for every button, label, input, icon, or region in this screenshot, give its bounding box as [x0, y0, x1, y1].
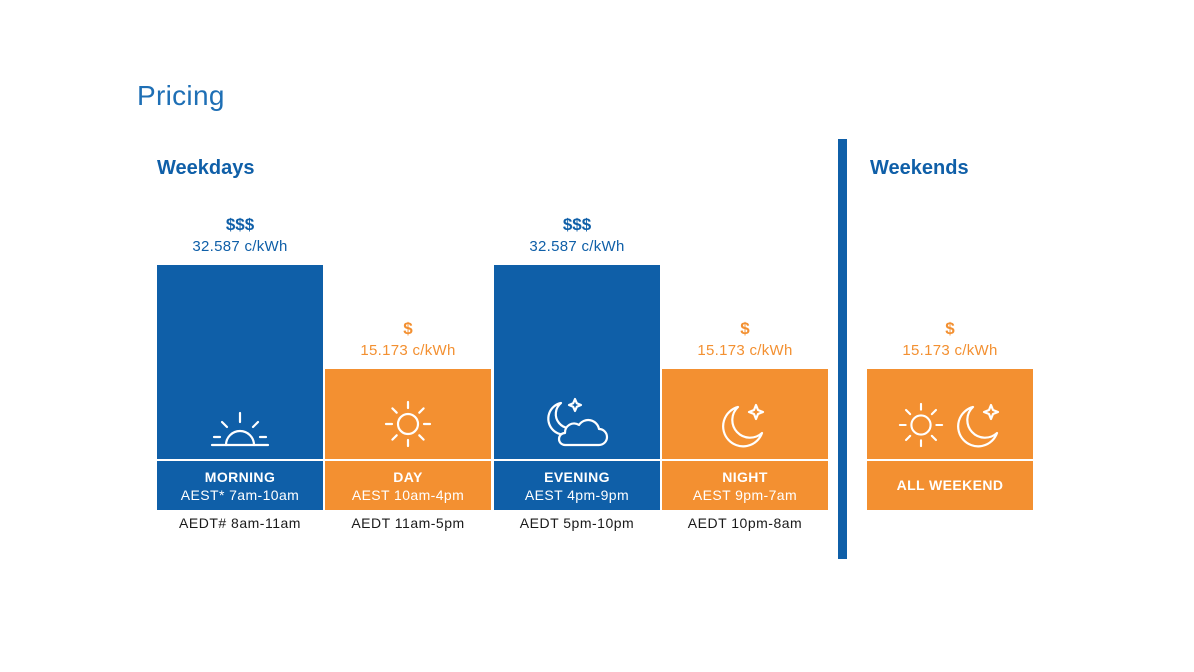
data-label: 32.587 c/kWh: [529, 238, 625, 255]
period-time: AEST 10am-4pm: [351, 487, 465, 503]
bar-evening: [494, 265, 660, 459]
data-label: 15.173 c/kWh: [697, 342, 793, 359]
page-title: Pricing: [137, 80, 225, 111]
bar-night: [662, 369, 828, 459]
tick-label: ALL WEEKEND: [896, 477, 1004, 493]
weekends-heading: Weekends: [870, 157, 969, 179]
period-label-evening: EVENING AEST 4pm-9pm: [494, 461, 660, 510]
period-label-all-weekend: ALL WEEKEND: [867, 461, 1033, 510]
daylight-time: AEDT 10pm-8am: [687, 515, 803, 531]
tick-label: EVENING: [544, 469, 610, 485]
period-label-morning: MORNING AEST* 7am-10am: [157, 461, 323, 510]
rate-symbol: $: [740, 319, 750, 338]
moon-star-icon: [662, 401, 828, 449]
period-time: AEST 9pm-7am: [692, 487, 798, 503]
rate-symbol: $$$: [562, 215, 592, 234]
section-divider: [838, 139, 847, 559]
period-label-day: DAY AEST 10am-4pm: [325, 461, 491, 510]
period-time: AEST* 7am-10am: [180, 487, 300, 503]
period-time: AEST 4pm-9pm: [524, 487, 630, 503]
daylight-time: AEDT 5pm-10pm: [519, 515, 635, 531]
moon-cloud-icon: [494, 397, 660, 449]
weekdays-heading: Weekdays: [157, 157, 255, 179]
tick-label: DAY: [393, 469, 423, 485]
sun-icon: [325, 399, 491, 449]
data-label: 32.587 c/kWh: [192, 238, 288, 255]
bar-all-weekend: [867, 369, 1033, 459]
rate-symbol: $$$: [225, 215, 255, 234]
data-label: 15.173 c/kWh: [360, 342, 456, 359]
sunrise-icon: [157, 409, 323, 449]
data-label: 15.173 c/kWh: [902, 342, 998, 359]
tick-label: NIGHT: [722, 469, 768, 485]
rate-symbol: $: [403, 319, 413, 338]
daylight-time: AEDT# 8am-11am: [179, 515, 301, 531]
bar-morning: [157, 265, 323, 459]
daylight-time: AEDT 11am-5pm: [351, 515, 465, 531]
tick-label: MORNING: [204, 469, 276, 485]
period-label-night: NIGHT AEST 9pm-7am: [662, 461, 828, 510]
rate-symbol: $: [945, 319, 955, 338]
bar-day: [325, 369, 491, 459]
sun-moon-icon: [867, 401, 1033, 449]
